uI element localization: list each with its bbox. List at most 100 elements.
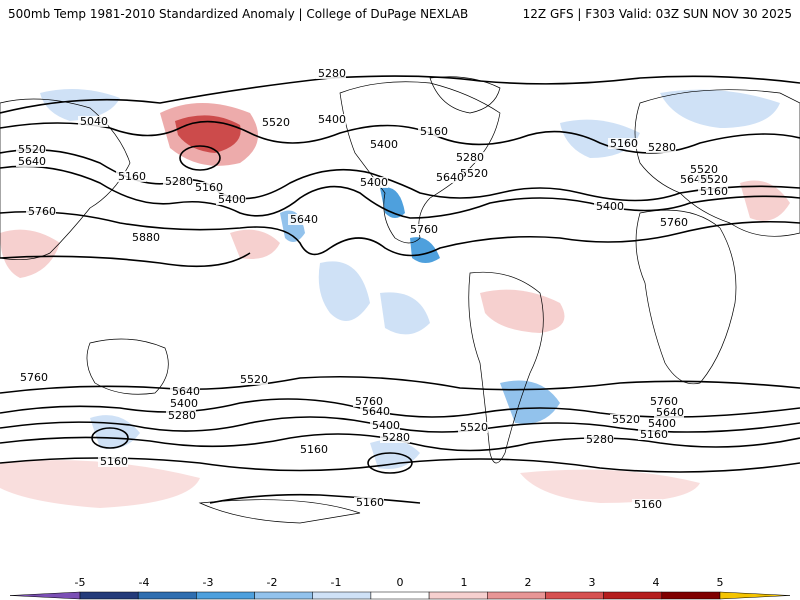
colorbar-max-arrow xyxy=(719,591,791,600)
contour-label: 5400 xyxy=(318,113,346,126)
colorbar-tick-label: 5 xyxy=(716,576,724,589)
contour-label: 5760 xyxy=(660,216,688,229)
contour-label: 5280 xyxy=(648,141,676,154)
contour-label: 5160 xyxy=(195,181,223,194)
contour-label: 5520 xyxy=(460,421,488,434)
europe-asia-outline xyxy=(634,89,800,237)
contour-label-bg xyxy=(370,420,400,431)
contour-label: 5400 xyxy=(372,419,400,432)
contour-label: 5880 xyxy=(132,231,160,244)
contour-label-bg xyxy=(654,407,684,418)
colorbar-min-arrow xyxy=(9,591,81,600)
colorbar-segment xyxy=(661,591,721,600)
contour-label: 5760 xyxy=(650,395,678,408)
contour-label-bg xyxy=(316,114,346,125)
contour-label: 5160 xyxy=(300,443,328,456)
contour-label: 5280 xyxy=(318,67,346,80)
contour-label: 5640 xyxy=(362,405,390,418)
contour-label-bg xyxy=(594,201,624,212)
contour-label-bg xyxy=(166,410,196,421)
contour-label-bg xyxy=(688,164,718,175)
contour-label-bg xyxy=(298,444,328,455)
colorbar-segment xyxy=(370,591,430,600)
colorbar-segment xyxy=(312,591,372,600)
colorbar-tick-label: -2 xyxy=(266,576,278,589)
colorbar-segment xyxy=(487,591,546,600)
contour-label: 5280 xyxy=(165,175,193,188)
colorbar-tick-label: -3 xyxy=(202,576,214,589)
coastlines xyxy=(0,76,800,524)
anomaly-colorbar xyxy=(9,591,791,600)
contour-label: 5400 xyxy=(360,176,388,189)
contour-label: 5640 xyxy=(290,213,318,226)
contour-label-bg xyxy=(116,171,146,182)
contour-label-bg xyxy=(646,142,676,153)
contour-label-bg xyxy=(434,172,464,183)
contour-label-bg xyxy=(354,497,384,508)
contour-label-bg xyxy=(288,214,318,225)
colorbar-segment xyxy=(79,591,139,600)
contour-label: 5160 xyxy=(118,170,146,183)
map-title: 500mb Temp 1981-2010 Standardized Anomal… xyxy=(8,7,469,21)
contour-label-bg xyxy=(216,194,246,205)
contour-label-bg xyxy=(632,499,662,510)
contour-label: 5040 xyxy=(80,115,108,128)
contour-label-bg xyxy=(193,182,223,193)
colorbar-tick-label: -1 xyxy=(330,576,342,589)
colorbar-segment xyxy=(428,591,488,600)
contour-label-bg xyxy=(316,68,346,79)
contour-label: 5520 xyxy=(690,163,718,176)
contour-label: 5280 xyxy=(456,151,484,164)
contour-label: 5160 xyxy=(420,125,448,138)
contour-label: 5520 xyxy=(460,167,488,180)
contour-label-bg xyxy=(610,414,640,425)
colorbar-segment xyxy=(137,591,197,600)
contour-label: 5760 xyxy=(410,223,438,236)
contour-label: 5160 xyxy=(640,428,668,441)
contour-label: 5640 xyxy=(172,385,200,398)
contour-label: 5160 xyxy=(634,498,662,511)
contour-label-bg xyxy=(380,432,410,443)
contour-label: 5520 xyxy=(700,173,728,186)
contour-label: 5400 xyxy=(648,417,676,430)
contour-label-bg xyxy=(98,456,128,467)
contour-label-bg xyxy=(168,398,198,409)
contour-label-bg xyxy=(358,177,388,188)
contour-label-bg xyxy=(638,429,668,440)
asia-west-outline xyxy=(0,98,131,260)
contour-label: 5520 xyxy=(18,143,46,156)
contour-label-bg xyxy=(648,396,678,407)
colorbar-tick-label: 3 xyxy=(588,576,596,589)
greenland-outline xyxy=(429,76,501,114)
model-run-info: 12Z GFS | F303 Valid: 03Z SUN NOV 30 202… xyxy=(522,7,792,21)
australia-outline xyxy=(86,338,169,395)
contour-label: 5520 xyxy=(240,373,268,386)
contour-label: 5760 xyxy=(355,395,383,408)
colorbar-tick-label: 2 xyxy=(524,576,532,589)
colorbar-segment xyxy=(545,591,604,600)
contour-label-bg xyxy=(658,217,688,228)
contour-label: 5520 xyxy=(612,413,640,426)
contour-label: 5400 xyxy=(170,397,198,410)
contour-label-bg xyxy=(260,117,290,128)
contour-label-bg xyxy=(170,386,200,397)
colorbar-tick-label: 4 xyxy=(652,576,660,589)
contour-label-bg xyxy=(408,224,438,235)
colorbar-tick-label: -4 xyxy=(138,576,150,589)
contour-label: 5760 xyxy=(20,371,48,384)
contour-label: 5640 xyxy=(18,155,46,168)
contour-label: 5400 xyxy=(596,200,624,213)
contour-label-bg xyxy=(78,116,108,127)
colorbar-segment xyxy=(603,591,663,600)
anomaly-shading xyxy=(0,89,790,508)
contour-label-bg xyxy=(698,186,728,197)
colorbar-tick-label: -5 xyxy=(74,576,86,589)
contour-label: 5160 xyxy=(356,496,384,509)
contour-label-bg xyxy=(454,152,484,163)
contour-label: 5400 xyxy=(370,138,398,151)
contour-label: 5640 xyxy=(656,406,684,419)
contour-label-bg xyxy=(16,156,46,167)
colorbar-segment xyxy=(196,591,255,600)
